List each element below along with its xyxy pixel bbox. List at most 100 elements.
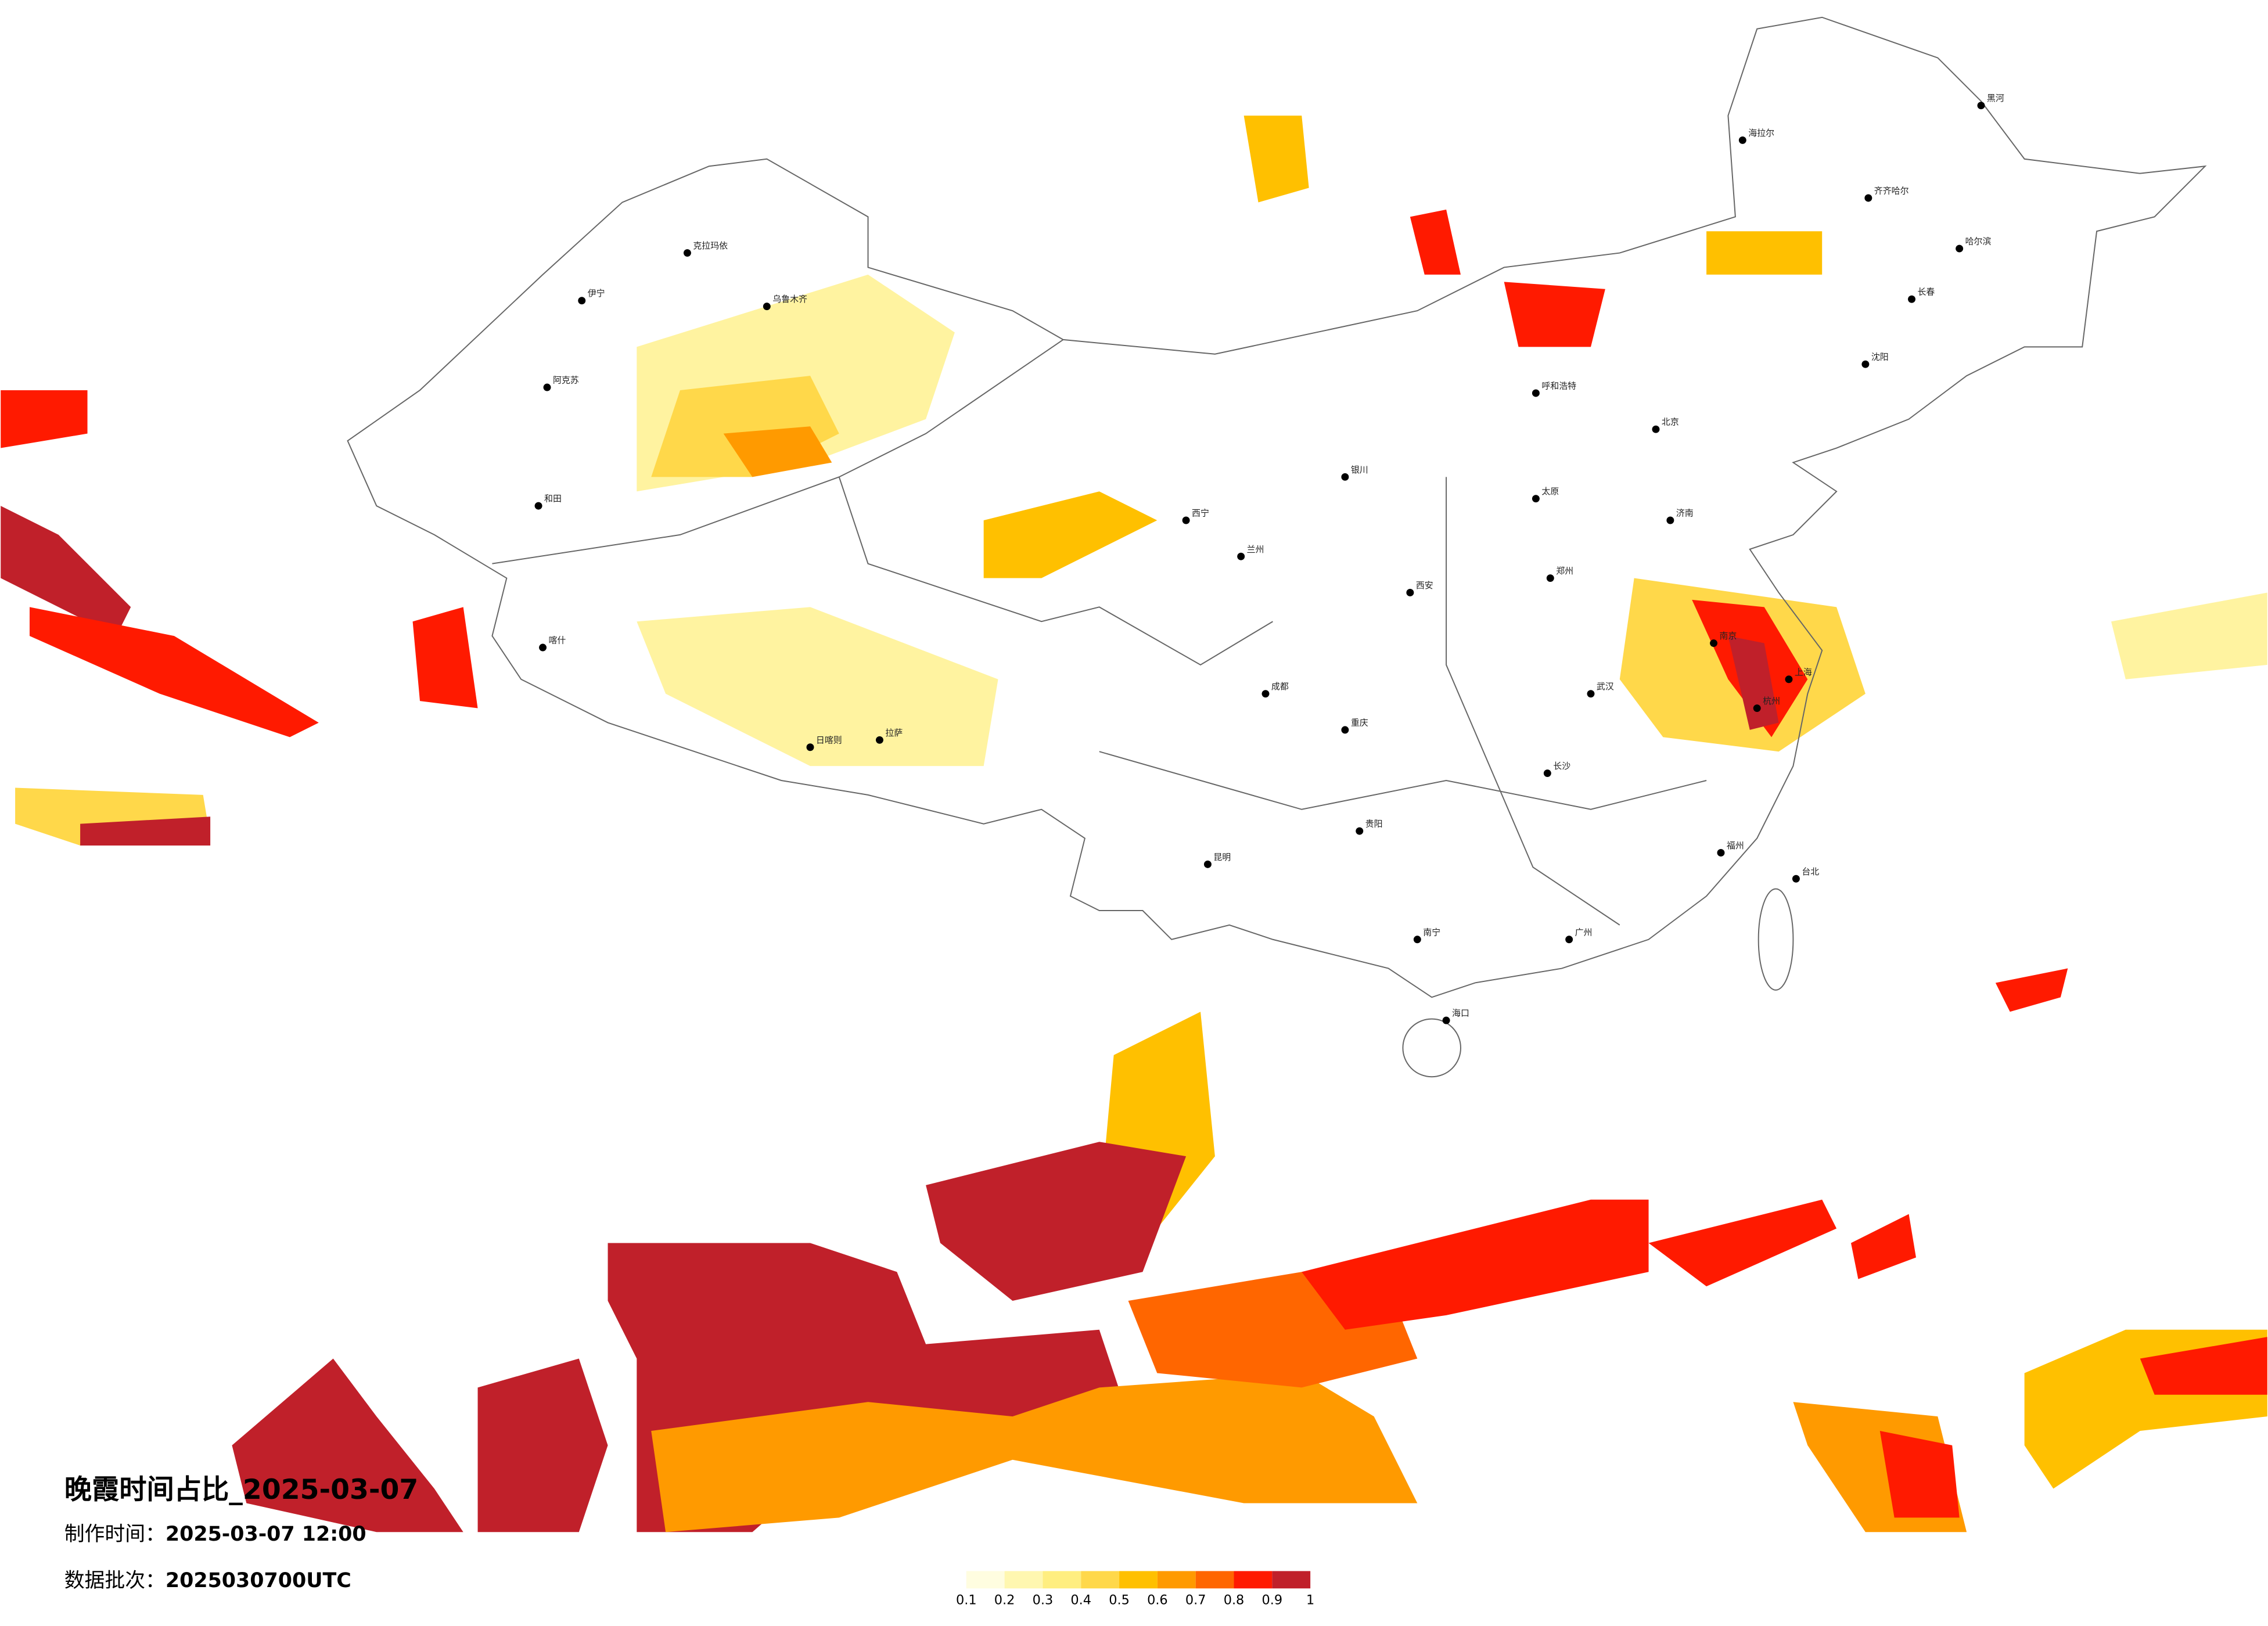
city-dot	[1341, 726, 1349, 734]
legend-swatch	[1272, 1571, 1311, 1589]
city-dot	[1532, 495, 1540, 503]
city-label: 日喀则	[816, 735, 842, 745]
heat-layer	[1, 116, 2267, 1533]
city-dot	[1237, 552, 1245, 560]
heat-patch	[723, 426, 832, 477]
heat-patch	[232, 1358, 463, 1533]
borders	[347, 16, 2207, 1078]
legend-tick-label: 0.8	[1224, 1593, 1245, 1608]
city-dot	[1956, 244, 1964, 253]
city-label: 台北	[1802, 866, 1819, 877]
heat-patch	[1706, 231, 1823, 275]
heat-patch	[80, 816, 211, 846]
legend-swatch	[1081, 1571, 1120, 1589]
legend-tick-label: 0.4	[1070, 1593, 1091, 1608]
city-dot	[1785, 675, 1793, 684]
info-line: 制作时间：2025-03-07 12:00	[64, 1523, 366, 1546]
heat-patch	[412, 607, 478, 708]
city-label: 乌鲁木齐	[772, 294, 807, 304]
city-label: 南宁	[1423, 927, 1440, 937]
heat-patch	[1648, 1199, 1837, 1287]
province-line	[1446, 477, 1620, 926]
city-dot	[1182, 516, 1190, 524]
city-label: 长沙	[1553, 761, 1570, 771]
city-dot	[1356, 827, 1364, 835]
city-dot	[763, 303, 771, 311]
heat-patch	[983, 491, 1158, 578]
legend-tick-label: 0.9	[1262, 1593, 1283, 1608]
city-label: 银川	[1351, 465, 1368, 475]
city-label: 伊宁	[588, 288, 605, 298]
legend: 0.1 0.2 0.3 0.4 0.5 0.6 0.7 0.8 0.9 1	[956, 1571, 1314, 1608]
city-label: 呼和浩特	[1541, 381, 1576, 391]
city-dot	[1413, 936, 1421, 944]
city-label: 北京	[1662, 417, 1679, 427]
city-dot	[1203, 860, 1212, 868]
city-dot	[534, 502, 542, 510]
legend-tick-label: 0.3	[1033, 1593, 1054, 1608]
heat-patch	[926, 1142, 1187, 1301]
country-outline	[347, 16, 2207, 998]
legend-swatch	[1157, 1571, 1196, 1589]
hainan-outline	[1402, 1018, 1461, 1078]
city-label: 贵阳	[1365, 819, 1383, 829]
province-line	[838, 477, 1273, 666]
city-label: 黑河	[1987, 93, 2004, 103]
city-dot	[1442, 1016, 1450, 1024]
city-label: 太原	[1541, 486, 1559, 497]
city-label: 和田	[544, 494, 562, 504]
city-label: 海口	[1452, 1008, 1469, 1019]
province-line	[1099, 751, 1707, 810]
heat-patch	[1879, 1431, 1960, 1518]
city-label: 广州	[1575, 927, 1593, 937]
legend-swatch	[1119, 1571, 1158, 1589]
city-label: 上海	[1795, 667, 1812, 677]
city-dot	[1710, 639, 1718, 647]
city-label: 拉萨	[885, 728, 903, 738]
city-label: 武汉	[1597, 681, 1614, 692]
city-dot	[1587, 690, 1595, 698]
legend-tick-label: 0.1	[956, 1593, 977, 1608]
city-dot	[1261, 690, 1270, 698]
heat-patch	[1728, 636, 1779, 730]
city-label: 沈阳	[1871, 352, 1889, 362]
city-dot	[543, 383, 551, 391]
city-label: 重庆	[1351, 717, 1368, 728]
legend-swatch	[1195, 1571, 1234, 1589]
heat-patch	[477, 1358, 608, 1533]
map-title: 晚霞时间占比_2025-03-07	[64, 1474, 419, 1506]
city-label: 长春	[1917, 287, 1935, 297]
heat-patch	[1302, 1199, 1649, 1330]
heat-patch	[637, 607, 998, 767]
city-dot	[806, 743, 814, 751]
city-dot	[1717, 848, 1725, 857]
info-value: 2025030700UTC	[166, 1569, 351, 1592]
info-line: 数据批次：2025030700UTC	[64, 1569, 351, 1592]
info-label: 数据批次：	[64, 1569, 166, 1592]
city-label: 郑州	[1556, 566, 1573, 576]
heat-patch	[2140, 1337, 2267, 1395]
heat-patch	[1243, 116, 1309, 203]
city-label: 成都	[1271, 681, 1289, 692]
city-label: 西安	[1416, 580, 1433, 591]
city-label: 海拉尔	[1748, 128, 1774, 138]
heat-patch	[1410, 209, 1461, 275]
city-label: 昆明	[1213, 852, 1231, 862]
taiwan-outline	[1757, 888, 1794, 991]
city-label: 兰州	[1247, 544, 1264, 555]
heat-patch	[1995, 968, 2068, 1012]
city-dot	[1977, 102, 1985, 110]
legend-tick-label: 0.7	[1185, 1593, 1206, 1608]
info-value: 2025-03-07 12:00	[166, 1523, 366, 1546]
city-dot	[1532, 389, 1540, 397]
city-dot	[1666, 516, 1674, 524]
city-dot	[1341, 473, 1349, 481]
city-dot	[875, 736, 883, 744]
city-dot	[1546, 574, 1554, 582]
legend-tick-label: 0.2	[994, 1593, 1015, 1608]
city-dot	[1738, 136, 1746, 144]
city-label: 西宁	[1192, 508, 1209, 519]
city-dot	[578, 297, 586, 305]
